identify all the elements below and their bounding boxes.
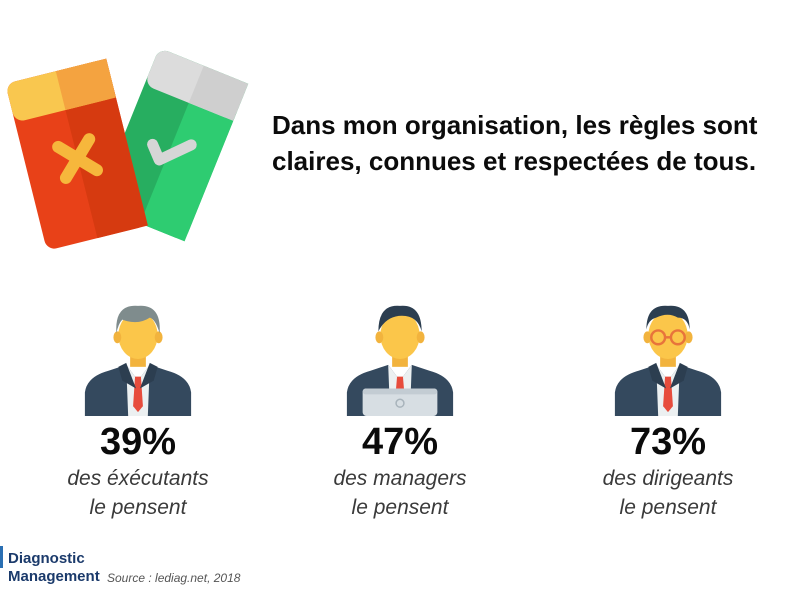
stat-percent: 39%	[99, 421, 177, 463]
brand-name-line-2: Management	[8, 568, 100, 585]
laptop-icon	[362, 388, 438, 416]
cross-icon	[52, 133, 103, 184]
headline-line-1: Dans mon organisation, les règles sont	[272, 110, 758, 140]
stat-desc-line-1: des éxécutants	[67, 467, 209, 490]
dirigeant-icon	[614, 305, 722, 416]
manager-icon	[346, 305, 454, 416]
stat-managers: 47% des managers le pensent	[290, 298, 510, 522]
check-icon	[147, 138, 197, 166]
red-card	[7, 58, 148, 249]
stat-percent: 47%	[361, 421, 439, 463]
stat-desc-line-2: le pensent	[89, 496, 187, 519]
source-note: Source : lediag.net, 2018	[107, 571, 241, 585]
page-title: Dans mon organisation, les règles sont c…	[272, 107, 792, 179]
brand-name-line-1: Diagnostic	[8, 550, 85, 567]
rules-cards-illustration	[7, 50, 249, 249]
brand-logo-mark	[0, 546, 3, 568]
stat-executants: 39% des éxécutants le pensent	[28, 298, 248, 522]
stat-description: des managers le pensent	[290, 464, 510, 522]
stat-percent: 73%	[629, 421, 707, 463]
stat-desc-line-1: des managers	[333, 467, 467, 490]
stat-description: des éxécutants le pensent	[28, 464, 248, 522]
stat-desc-line-1: des dirigeants	[602, 467, 734, 490]
stat-desc-line-2: le pensent	[351, 496, 449, 519]
glasses-icon	[650, 329, 686, 346]
stat-desc-line-2: le pensent	[619, 496, 717, 519]
stat-dirigeants: 73% des dirigeants le pensent	[558, 298, 778, 522]
stat-description: des dirigeants le pensent	[558, 464, 778, 522]
executant-icon	[84, 305, 192, 416]
headline-line-2: claires, connues et respectées de tous.	[272, 146, 757, 176]
footer: Diagnostic Management Source : lediag.ne…	[0, 544, 400, 594]
